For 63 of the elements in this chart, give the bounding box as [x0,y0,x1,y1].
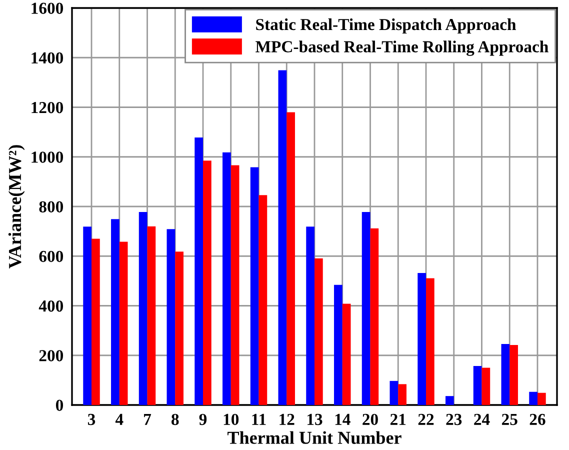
bar [390,380,398,405]
x-axis-title: Thermal Unit Number [228,431,402,444]
y-tick-label: 0 [56,400,64,411]
bar [370,228,379,405]
y-tick-label: 800 [39,201,64,212]
x-tick-label: 14 [335,414,350,425]
x-tick-label: 11 [252,414,266,425]
x-tick-label: 10 [224,414,239,426]
y-tick-label: 400 [38,300,64,312]
bar [250,167,259,405]
bar [258,195,268,405]
bar [446,396,454,405]
bar [83,226,92,405]
bar [482,368,490,405]
y-tick-label: 200 [39,350,64,362]
bar [418,273,426,405]
y-tick-label: 1600 [32,2,64,14]
x-tick-label: 22 [418,414,434,425]
y-tick-label: 1400 [32,52,64,64]
x-tick-label: 8 [172,414,179,426]
bar [314,258,323,405]
x-tick-label: 13 [308,414,322,426]
bar [342,304,351,405]
x-tick-label: 7 [144,414,152,425]
bar [510,344,518,405]
bar [362,212,370,405]
x-tick-label: 12 [280,414,294,425]
x-tick-label: 20 [362,414,378,426]
bar [529,392,538,405]
y-tick-label: 1200 [32,102,64,114]
x-tick-label: 24 [474,414,490,425]
bar [473,366,482,405]
bar [230,165,240,405]
x-tick-label: 21 [390,414,406,425]
bar [111,219,120,405]
bar [278,70,287,405]
bar [194,138,204,405]
bar [175,252,184,405]
bar [92,238,100,405]
bar [119,242,128,405]
legend-label: Static Real-Time Dispatch Approach [256,18,516,34]
bar [426,278,434,405]
legend-label: MPC-based Real-Time Rolling Approach [256,40,548,56]
x-tick-label: 3 [88,414,96,426]
y-tick-label: 600 [39,250,64,262]
bar [501,344,510,405]
x-tick-label: 4 [115,414,124,425]
y-tick-label: 1000 [32,152,64,163]
bar [138,212,148,405]
bar [306,226,314,405]
bar [537,392,546,405]
y-axis-title: VAriance(MW²) [8,145,25,269]
bar [203,160,212,405]
bar [334,284,342,405]
x-tick-label: 9 [199,414,207,426]
x-tick-label: 25 [502,414,518,426]
bar [147,226,156,405]
bar [398,384,406,405]
x-tick-label: 26 [530,414,546,426]
bar [166,229,176,405]
bar [286,112,295,405]
x-tick-label: 23 [446,414,462,426]
bar [222,152,231,405]
